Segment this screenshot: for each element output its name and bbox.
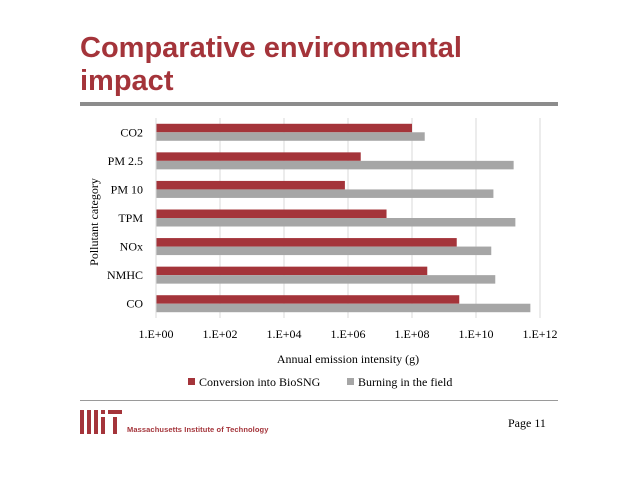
x-tick-label: 1.E+10 [458,327,493,341]
legend-label: Conversion into BioSNG [199,375,321,389]
x-tick-label: 1.E+06 [330,327,365,341]
category-label: NMHC [107,268,143,282]
bar-conversion [156,295,460,304]
category-labels: CO2 PM 2.5 PM 10 TPM NOx NMHC CO [107,125,143,310]
bar-conversion [156,123,412,133]
category-label: CO2 [120,125,143,139]
mit-logo-text: Massachusetts Institute of Technology [127,425,269,434]
category-label: PM 10 [111,182,143,196]
x-tick-label: 1.E+08 [394,327,429,341]
bar-burning [156,218,516,227]
legend-swatch [188,378,195,385]
bar-conversion [156,266,428,276]
bar-burning [156,275,496,284]
x-tick-label: 1.E+12 [522,327,557,341]
bar-burning [156,303,531,313]
x-tick-label: 1.E+00 [138,327,173,341]
bar-conversion [156,180,345,190]
mit-logo [80,410,122,434]
bar-burning [156,189,494,198]
y-axis-label: Pollutant category [87,178,101,266]
bar-burning [156,160,514,170]
bar-conversion [156,152,361,161]
footer-divider [80,400,558,401]
x-tick-label: 1.E+02 [202,327,237,341]
bar-burning [156,132,425,141]
category-label: TPM [118,211,143,225]
legend-label: Burning in the field [358,375,452,389]
chart-legend: Conversion into BioSNG Burning in the fie… [188,375,452,389]
category-label: PM 2.5 [108,154,143,168]
slide-title: Comparative environmental impact [80,32,462,97]
x-tick-labels: 1.E+00 1.E+02 1.E+04 1.E+06 1.E+08 1.E+10 1.E+… [138,327,557,341]
legend-swatch [347,378,354,385]
category-label: CO [126,297,143,311]
page-number: Page 11 [508,416,546,430]
title-divider [80,102,558,106]
chart-bars [155,118,531,318]
x-tick-label: 1.E+04 [266,327,301,341]
bar-burning [156,246,492,256]
x-axis-label: Annual emission intensity (g) [277,352,419,366]
bar-conversion [156,209,387,218]
category-label: NOx [120,240,143,254]
bar-conversion [156,238,457,247]
